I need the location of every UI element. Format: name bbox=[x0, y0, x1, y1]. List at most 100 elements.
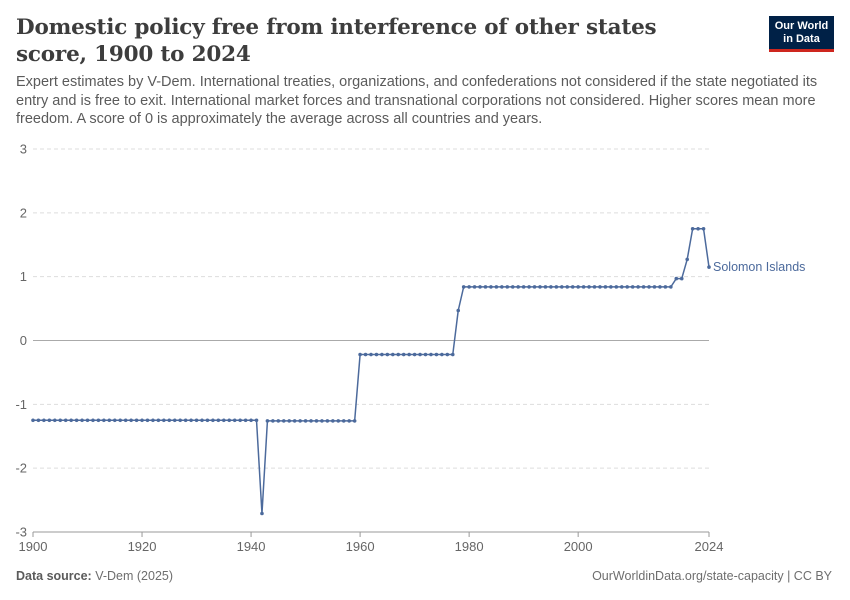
data-point bbox=[701, 226, 706, 231]
x-tick-label: 2000 bbox=[564, 539, 593, 554]
y-tick-label: 3 bbox=[20, 142, 27, 157]
data-point bbox=[527, 285, 531, 289]
data-point bbox=[107, 418, 112, 423]
data-point bbox=[456, 308, 461, 313]
data-source-label: Data source: bbox=[16, 569, 92, 583]
y-tick-label: 0 bbox=[20, 333, 27, 348]
data-point bbox=[347, 419, 351, 423]
data-point bbox=[145, 418, 150, 423]
data-point bbox=[658, 285, 662, 289]
data-point bbox=[53, 418, 57, 423]
data-point bbox=[85, 418, 90, 423]
data-point bbox=[467, 285, 471, 289]
data-point bbox=[696, 226, 700, 231]
chart-subtitle: Expert estimates by V-Dem. International… bbox=[16, 74, 818, 127]
data-point bbox=[227, 418, 232, 423]
data-point bbox=[380, 352, 384, 357]
data-point bbox=[205, 418, 210, 423]
y-tick-label: -1 bbox=[15, 397, 27, 412]
data-point bbox=[118, 418, 123, 423]
data-point bbox=[472, 285, 477, 289]
data-point bbox=[363, 352, 368, 357]
data-point bbox=[429, 352, 433, 357]
data-point bbox=[560, 285, 564, 289]
data-point bbox=[189, 418, 193, 423]
y-tick-label: 2 bbox=[20, 205, 27, 220]
data-point bbox=[222, 418, 226, 423]
y-tick-label: -2 bbox=[15, 461, 27, 476]
data-point bbox=[156, 418, 161, 423]
data-point bbox=[510, 285, 515, 289]
data-point bbox=[625, 285, 630, 289]
data-point bbox=[140, 418, 144, 423]
data-point bbox=[609, 285, 613, 289]
data-point bbox=[358, 352, 362, 357]
data-point bbox=[434, 352, 439, 357]
data-point bbox=[478, 285, 482, 289]
data-point bbox=[112, 418, 117, 423]
data-point bbox=[401, 352, 406, 357]
data-point bbox=[47, 418, 52, 423]
data-point bbox=[440, 352, 444, 357]
data-source-value: V-Dem (2025) bbox=[95, 569, 174, 583]
data-point bbox=[58, 418, 63, 423]
logo-line-2: in Data bbox=[783, 33, 820, 45]
data-point bbox=[271, 419, 275, 423]
data-point bbox=[172, 418, 177, 423]
data-point bbox=[80, 418, 84, 423]
x-tick-label: 1940 bbox=[237, 539, 266, 554]
data-point bbox=[336, 419, 341, 423]
data-point bbox=[592, 285, 597, 289]
data-point bbox=[91, 418, 95, 423]
data-point bbox=[178, 418, 182, 423]
data-point bbox=[63, 418, 68, 423]
data-point bbox=[216, 418, 221, 423]
data-point bbox=[341, 419, 346, 423]
data-point bbox=[200, 418, 204, 423]
data-point bbox=[412, 352, 417, 357]
data-point bbox=[151, 418, 155, 423]
data-point bbox=[331, 419, 335, 423]
y-tick-label: -3 bbox=[15, 525, 27, 540]
data-point bbox=[385, 352, 390, 357]
data-point bbox=[549, 285, 553, 289]
data-point bbox=[521, 285, 526, 289]
data-point bbox=[532, 285, 537, 289]
data-point bbox=[423, 352, 428, 357]
data-point bbox=[603, 285, 608, 289]
x-tick-label: 1960 bbox=[346, 539, 375, 554]
data-point bbox=[309, 419, 313, 423]
data-point bbox=[42, 418, 46, 423]
data-point bbox=[516, 285, 520, 289]
data-point bbox=[352, 419, 357, 423]
series-line bbox=[33, 228, 710, 515]
data-point bbox=[619, 285, 624, 289]
series-label: Solomon Islands bbox=[713, 260, 805, 274]
data-point bbox=[565, 285, 570, 289]
data-point bbox=[129, 418, 133, 423]
x-tick-label: 1920 bbox=[128, 539, 157, 554]
data-point bbox=[581, 285, 586, 289]
data-point bbox=[407, 352, 411, 357]
data-point bbox=[254, 418, 259, 423]
data-point bbox=[663, 285, 668, 289]
data-point bbox=[614, 285, 619, 289]
data-point bbox=[538, 285, 542, 289]
data-point bbox=[500, 285, 504, 289]
data-point bbox=[96, 418, 101, 423]
x-tick-label: 2024 bbox=[695, 539, 724, 554]
data-point bbox=[483, 285, 488, 289]
chart-title: Domestic policy free from interference o… bbox=[16, 15, 657, 67]
logo-line-1: Our World bbox=[774, 20, 829, 32]
data-point bbox=[249, 418, 253, 423]
data-point bbox=[636, 285, 640, 289]
source-link[interactable]: OurWorldinData.org/state-capacity | CC B… bbox=[592, 569, 832, 583]
data-point bbox=[260, 511, 264, 516]
data-point bbox=[74, 418, 79, 423]
y-tick-label: 1 bbox=[20, 269, 27, 284]
data-point bbox=[325, 419, 330, 423]
data-point bbox=[707, 265, 711, 269]
owid-logo[interactable]: Our World in Data bbox=[769, 16, 834, 52]
data-point bbox=[587, 285, 591, 289]
